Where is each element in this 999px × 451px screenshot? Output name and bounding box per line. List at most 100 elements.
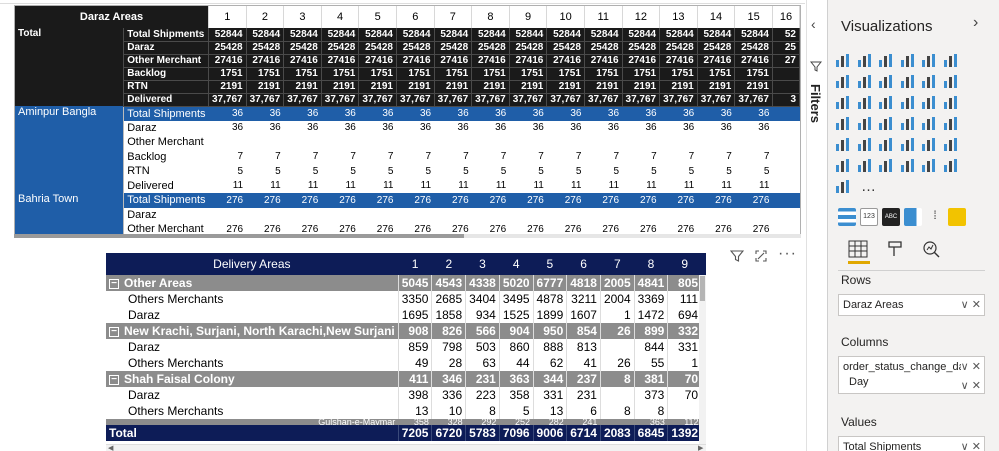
matrix-visual-daraz-areas[interactable]: Daraz Areas 1 2 3 4 5 6 7 8 9 10 11 12 13 14 15 16 Total T… <box>14 5 801 238</box>
arcgis-icon[interactable] <box>835 178 853 196</box>
matrix1-total-cell[interactable]: 25428 <box>396 41 435 55</box>
matrix1-total-cell[interactable]: 25428 <box>584 41 623 55</box>
matrix1-total-cell[interactable]: 1751 <box>471 67 510 81</box>
matrix2-column-header[interactable]: 2 <box>431 253 467 275</box>
matrix1-total-cell[interactable]: 27416 <box>697 54 736 68</box>
matrix1-total-cell[interactable]: 27416 <box>283 54 322 68</box>
matrix2-group-cell[interactable]: 231 <box>465 371 500 387</box>
decomposition-tree-icon[interactable] <box>835 157 853 175</box>
matrix1-value-cell[interactable]: 7 <box>463 151 469 163</box>
matrix2-detail-cell[interactable]: 70 <box>667 387 703 403</box>
matrix2-detail-cell[interactable]: 336 <box>431 387 467 403</box>
matrix2-group-cell[interactable]: 5045 <box>398 275 433 291</box>
matrix2-group-label[interactable]: − Shah Faisal Colony <box>106 371 399 387</box>
matrix1-value-cell[interactable] <box>246 208 284 223</box>
matrix2-detail-cell[interactable]: 8 <box>634 403 669 419</box>
100-column-icon[interactable] <box>943 52 961 70</box>
matrix2-detail-cell[interactable]: 44 <box>499 355 534 371</box>
matrix2-detail-label[interactable]: Daraz <box>106 339 399 355</box>
map-icon[interactable] <box>835 115 853 133</box>
matrix1-total-cell[interactable]: 25428 <box>471 41 510 55</box>
matrix2-detail-cell[interactable]: 63 <box>465 355 500 371</box>
matrix2-detail-cell[interactable] <box>600 339 635 355</box>
matrix2-total-cell[interactable]: 2083 <box>600 425 635 441</box>
matrix2-detail-label[interactable]: Daraz <box>106 307 399 323</box>
matrix1-total-cell[interactable]: 37,767 <box>734 93 773 107</box>
donut-chart-icon[interactable] <box>921 94 939 112</box>
matrix1-value-cell[interactable]: 36 <box>607 122 620 134</box>
matrix1-total-cell[interactable]: 2191 <box>434 80 473 94</box>
scroll-right-arrow-icon[interactable]: ▶ <box>698 445 704 451</box>
table-icon[interactable] <box>857 136 875 154</box>
matrix2-row-header[interactable]: Delivery Areas <box>106 253 399 275</box>
matrix-visual-delivery-areas[interactable]: Delivery Areas123456789Total−Other Areas… <box>106 253 706 451</box>
matrix1-value-cell[interactable]: 36 <box>382 122 394 134</box>
matrix2-detail-cell[interactable]: 13 <box>533 403 568 419</box>
matrix1-value-cell[interactable]: 276 <box>451 223 469 235</box>
matrix2-detail-cell[interactable]: 6 <box>566 403 601 419</box>
matrix2-detail-cell[interactable]: 3404 <box>465 291 500 307</box>
matrix1-scroll-thumb[interactable] <box>14 234 464 238</box>
matrix1-value-cell[interactable]: 7 <box>538 151 544 163</box>
matrix2-detail-cell[interactable]: 1472 <box>634 307 669 323</box>
matrix1-total-cell[interactable]: 37,767 <box>622 93 661 107</box>
matrix1-value-cell[interactable]: 276 <box>622 193 660 208</box>
key-influencers-icon[interactable] <box>943 136 961 154</box>
matrix2-detail-cell[interactable]: 41 <box>566 355 601 371</box>
matrix2-detail-cell[interactable]: 5 <box>499 403 534 419</box>
matrix1-total-cell[interactable]: 52844 <box>396 28 435 42</box>
matrix1-value-cell[interactable] <box>697 208 735 223</box>
matrix1-total-cell[interactable]: 1751 <box>321 67 360 81</box>
line-clustered-icon[interactable] <box>921 73 939 91</box>
matrix1-value-cell[interactable] <box>772 164 799 179</box>
matrix1-total-cell[interactable]: 52844 <box>283 28 322 42</box>
matrix1-total-cell[interactable]: 52844 <box>546 28 585 42</box>
matrix2-group-cell[interactable]: 805 <box>667 275 703 291</box>
matrix1-value-cell[interactable]: 11 <box>307 180 319 192</box>
matrix1-total-cell[interactable]: 37,767 <box>659 93 698 107</box>
matrix2-total-cell[interactable]: 5783 <box>465 425 500 441</box>
matrix1-total-cell[interactable]: 1751 <box>246 67 285 81</box>
matrix1-total-cell[interactable]: 27 <box>772 54 800 68</box>
matrix2-group-cell[interactable]: 411 <box>398 371 433 387</box>
matrix1-value-cell[interactable]: 7 <box>275 151 281 163</box>
matrix1-value-cell[interactable]: 11 <box>683 180 695 192</box>
matrix1-value-cell[interactable]: 276 <box>509 193 547 208</box>
treemap-icon[interactable] <box>943 94 961 112</box>
matrix1-total-cell[interactable]: 37,767 <box>283 93 322 107</box>
matrix1-total-cell[interactable]: 37,767 <box>358 93 397 107</box>
focus-mode-icon[interactable] <box>754 249 768 266</box>
matrix1-value-cell[interactable] <box>735 208 773 223</box>
chevron-right-icon[interactable]: › <box>973 14 979 31</box>
matrix2-detail-cell[interactable]: 8 <box>465 403 500 419</box>
matrix1-value-cell[interactable]: 276 <box>659 193 698 208</box>
matrix1-total-cell[interactable]: 27416 <box>622 54 661 68</box>
matrix2-detail-cell[interactable]: 844 <box>634 339 669 355</box>
matrix1-value-cell[interactable]: 5 <box>463 165 469 177</box>
matrix2-total-cell[interactable]: 9006 <box>533 425 568 441</box>
matrix2-column-header[interactable]: 5 <box>532 253 568 275</box>
matrix2-detail-cell[interactable]: 1858 <box>431 307 467 323</box>
matrix1-value-cell[interactable]: 36 <box>283 106 322 121</box>
matrix1-value-cell[interactable]: 36 <box>246 106 284 121</box>
clustered-column-icon[interactable] <box>900 52 918 70</box>
matrix1-value-cell[interactable] <box>772 208 799 223</box>
matrix2-detail-cell[interactable]: 10 <box>431 403 467 419</box>
matrix2-detail-cell[interactable]: 4878 <box>533 291 568 307</box>
matrix1-value-cell[interactable]: 36 <box>344 122 356 134</box>
slicer-icon[interactable] <box>835 136 853 154</box>
matrix1-total-cell[interactable]: 37,767 <box>208 93 247 107</box>
matrix2-group-cell[interactable]: 566 <box>465 323 500 339</box>
matrix1-value-cell[interactable]: 276 <box>246 193 284 208</box>
matrix2-detail-cell[interactable]: 934 <box>465 307 500 323</box>
matrix1-total-cell[interactable]: 2191 <box>622 80 661 94</box>
matrix1-total-cell[interactable]: 3 <box>772 93 800 107</box>
abc-visual-icon[interactable]: ABC <box>882 208 900 226</box>
matrix1-value-cell[interactable]: 7 <box>651 151 657 163</box>
matrix1-value-cell[interactable]: 11 <box>383 180 394 192</box>
matrix1-value-cell[interactable]: 276 <box>527 223 544 235</box>
matrix1-value-cell[interactable]: 5 <box>538 165 544 177</box>
matrix1-value-cell[interactable] <box>396 135 434 150</box>
matrix1-total-cell[interactable]: 37,767 <box>546 93 585 107</box>
matrix1-value-cell[interactable] <box>509 208 547 223</box>
